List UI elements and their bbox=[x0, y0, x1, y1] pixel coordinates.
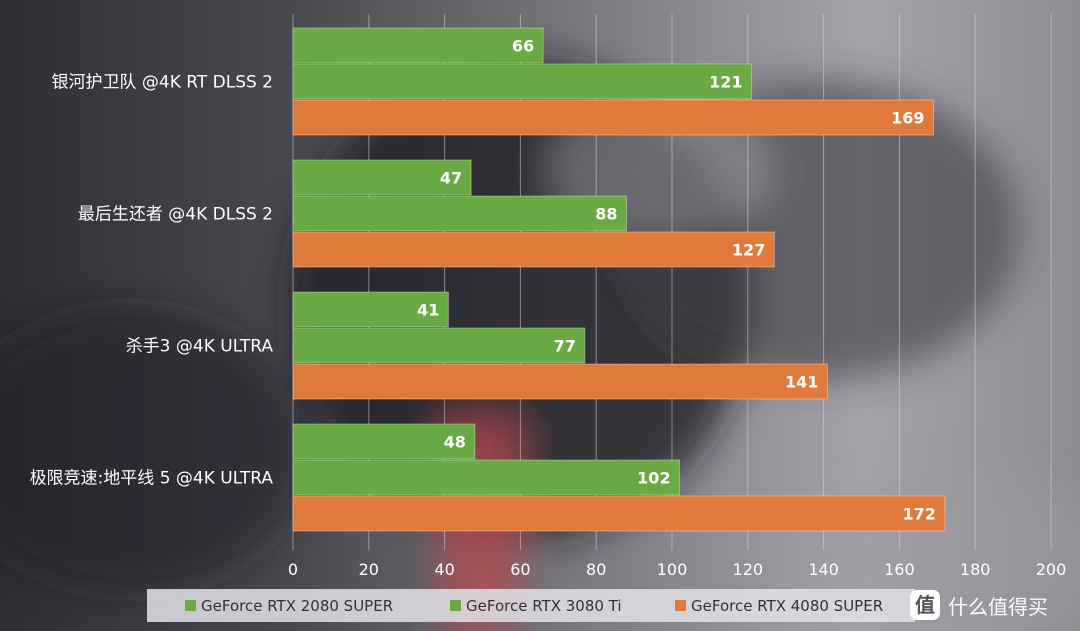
x-tick-label: 200 bbox=[1036, 560, 1067, 579]
bar bbox=[292, 195, 628, 232]
bar bbox=[292, 363, 828, 400]
watermark-logo-icon: 值 bbox=[910, 590, 940, 620]
x-tick-label: 40 bbox=[434, 560, 454, 579]
watermark-text: 什么值得买 bbox=[948, 594, 1048, 619]
legend-swatch bbox=[185, 600, 196, 611]
legend-item-4080-super: GeForce RTX 4080 SUPER bbox=[675, 589, 883, 622]
category-label: 极限竞速:地平线 5 @4K ULTRA bbox=[30, 469, 274, 489]
category-label: 银河护卫队 @4K RT DLSS 2 bbox=[52, 73, 274, 93]
legend-label: GeForce RTX 3080 Ti bbox=[466, 596, 622, 615]
x-tick-label: 120 bbox=[733, 560, 764, 579]
category-labels: 银河护卫队 @4K RT DLSS 2 最后生还者 @4K DLSS 2 杀手3 @… bbox=[30, 73, 274, 489]
legend-label: GeForce RTX 2080 SUPER bbox=[201, 596, 394, 615]
bar bbox=[292, 423, 476, 460]
x-tick-label: 160 bbox=[884, 560, 915, 579]
category-label: 最后生还者 @4K DLSS 2 bbox=[78, 205, 273, 225]
bars: 66 121 169 47 88 127 41 77 141 48 102 172 bbox=[292, 27, 946, 532]
data-label: 127 bbox=[732, 241, 765, 260]
legend-item-2080-super: GeForce RTX 2080 SUPER bbox=[185, 589, 393, 622]
x-tick-label: 140 bbox=[808, 560, 839, 579]
bar bbox=[292, 159, 472, 196]
data-label: 41 bbox=[417, 301, 439, 320]
x-tick-label: 20 bbox=[359, 560, 379, 579]
bar bbox=[292, 327, 586, 364]
watermark: 值 什么值得买 bbox=[910, 587, 1048, 623]
legend-swatch bbox=[450, 600, 461, 611]
bar bbox=[292, 27, 544, 64]
x-tick-label: 0 bbox=[288, 560, 298, 579]
x-tick-labels: 0 20 40 60 80 100 120 140 160 180 200 bbox=[288, 560, 1066, 579]
legend-swatch bbox=[675, 600, 686, 611]
data-label: 48 bbox=[444, 433, 466, 452]
data-label: 141 bbox=[785, 373, 818, 392]
x-tick-label: 100 bbox=[657, 560, 688, 579]
x-tick-label: 60 bbox=[510, 560, 530, 579]
data-label: 88 bbox=[595, 205, 617, 224]
data-label: 102 bbox=[637, 469, 670, 488]
bar bbox=[292, 291, 449, 328]
x-tick-label: 80 bbox=[586, 560, 606, 579]
data-label: 77 bbox=[554, 337, 576, 356]
category-label: 杀手3 @4K ULTRA bbox=[126, 337, 274, 357]
data-label: 172 bbox=[902, 505, 935, 524]
bar bbox=[292, 99, 935, 136]
x-tick-label: 180 bbox=[960, 560, 991, 579]
data-label: 169 bbox=[891, 109, 924, 128]
bar bbox=[292, 231, 775, 268]
data-label: 66 bbox=[512, 37, 534, 56]
bar bbox=[292, 459, 681, 496]
data-label: 121 bbox=[709, 73, 742, 92]
legend-item-3080-ti: GeForce RTX 3080 Ti bbox=[450, 589, 622, 622]
bar bbox=[292, 495, 946, 532]
legend: GeForce RTX 2080 SUPER GeForce RTX 3080 … bbox=[147, 589, 915, 622]
legend-label: GeForce RTX 4080 SUPER bbox=[691, 596, 884, 615]
data-label: 47 bbox=[440, 169, 462, 188]
bar bbox=[292, 63, 753, 100]
